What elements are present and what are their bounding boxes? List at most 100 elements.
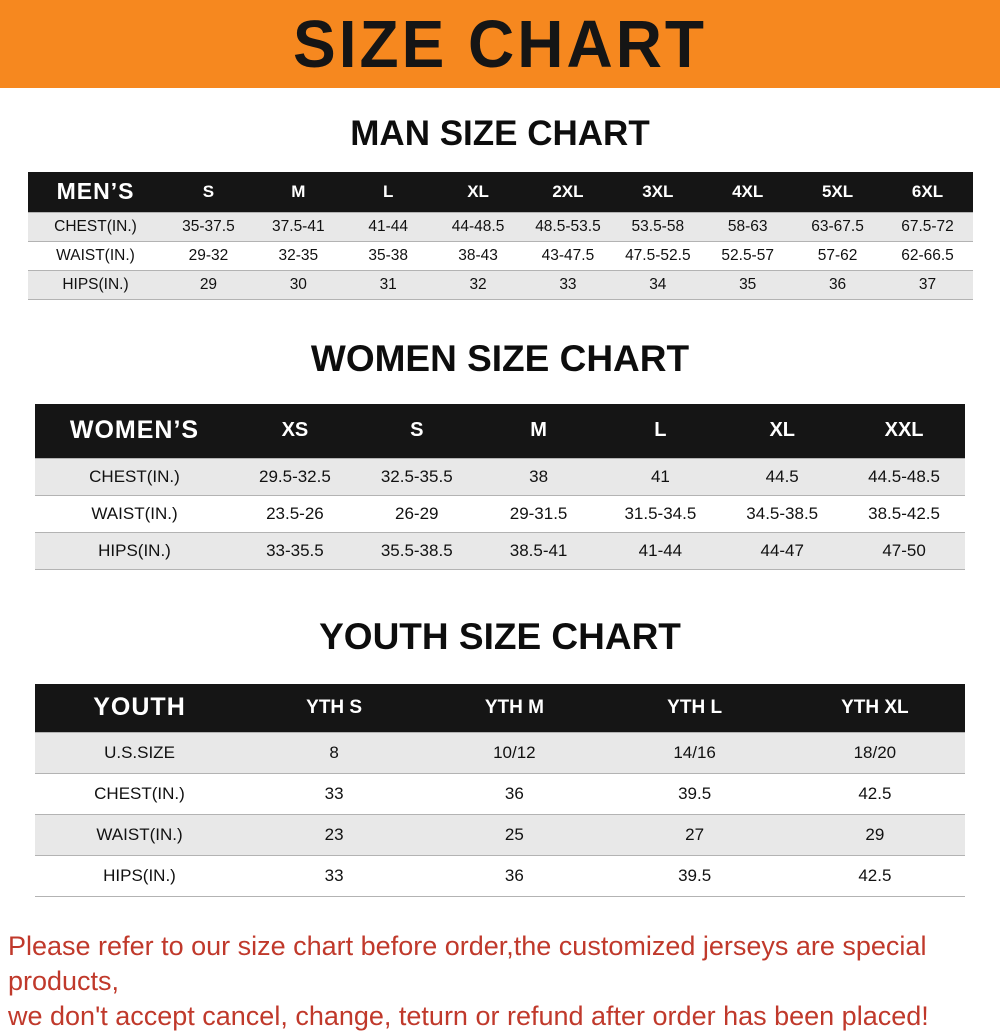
- cell-value: 25: [504, 824, 524, 844]
- cell-value: 23.5-26: [266, 504, 324, 523]
- cell-value: 31: [379, 275, 397, 293]
- table-row: CHEST(IN.) 33 36 39.5 42.5: [35, 773, 965, 814]
- cell-value: 8: [329, 742, 339, 762]
- youth-size-chart-section: YOUTH SIZE CHART YOUTH YTH S YTH M YTH L YTH…: [0, 570, 1000, 897]
- cell-value: 52.5-57: [721, 246, 774, 264]
- cell-value: 35: [739, 275, 757, 293]
- cell-value: 36: [504, 865, 524, 885]
- cell-value: 41-44: [638, 541, 683, 560]
- cell-value: 36: [504, 783, 524, 803]
- column-header: M: [477, 403, 600, 459]
- row-label: CHEST(IN.): [89, 467, 180, 486]
- cell-value: 34.5-38.5: [746, 504, 819, 523]
- column-header: 3XL: [612, 172, 703, 212]
- youth-size-table: YOUTH YTH S YTH M YTH L YTH XL U.S.SIZE 8 10/12…: [35, 684, 965, 897]
- cell-value: 18/20: [853, 742, 897, 762]
- row-label: HIPS(IN.): [62, 275, 129, 293]
- cell-value: 32: [469, 275, 487, 293]
- cell-value: 53.5-58: [631, 217, 685, 235]
- banner-title: SIZE CHART: [293, 6, 707, 82]
- cell-value: 38-43: [458, 246, 498, 264]
- cell-value: 48.5-53.5: [535, 217, 601, 235]
- cell-value: 57-62: [817, 246, 858, 264]
- cell-value: 35-37.5: [182, 217, 235, 235]
- cell-value: 42.5: [858, 865, 892, 885]
- column-header: 5XL: [792, 172, 883, 212]
- column-header: XS: [234, 403, 356, 459]
- man-size-chart-section: MAN SIZE CHART MEN’S S M L XL 2XL 3XL 4XL 5XL 6XL…: [0, 88, 1000, 300]
- cell-value: 43-47.5: [541, 246, 595, 264]
- cell-value: 30: [289, 275, 307, 293]
- cell-value: 41-44: [368, 217, 409, 235]
- column-header: XXL: [843, 403, 965, 459]
- column-header: M: [253, 172, 344, 212]
- cell-value: 44.5: [765, 467, 799, 486]
- man-section-title: MAN SIZE CHART: [350, 114, 650, 153]
- column-header: 2XL: [523, 172, 613, 212]
- women-size-chart-section: WOMEN SIZE CHART WOMEN’S XS S M L XL XXL CHEST(…: [0, 300, 1000, 571]
- disclaimer-line-2: we don't accept cancel, change, teturn o…: [8, 1000, 929, 1031]
- column-header: S: [163, 172, 254, 212]
- cell-value: 32-35: [278, 246, 319, 264]
- column-header: L: [343, 172, 434, 212]
- table-header-row: YOUTH YTH S YTH M YTH L YTH XL: [35, 684, 965, 732]
- cell-value: 34: [649, 275, 667, 293]
- table-header-row: MEN’S S M L XL 2XL 3XL 4XL 5XL 6XL: [27, 172, 973, 212]
- cell-value: 62-66.5: [901, 246, 954, 264]
- cell-value: 47.5-52.5: [625, 246, 691, 264]
- cell-value: 38: [529, 467, 549, 486]
- row-label: U.S.SIZE: [104, 742, 175, 762]
- disclaimer-line-1: Please refer to our size chart before or…: [8, 930, 927, 996]
- cell-value: 35.5-38.5: [380, 541, 453, 560]
- row-label: HIPS(IN.): [98, 541, 171, 560]
- row-label: WAIST(IN.): [56, 246, 135, 264]
- table-header-row: WOMEN’S XS S M L XL XXL: [35, 403, 965, 459]
- cell-value: 10/12: [493, 742, 536, 762]
- cell-value: 33: [324, 783, 344, 803]
- cell-value: 33: [324, 865, 344, 885]
- table-row: WAIST(IN.) 23.5-26 26-29 29-31.5 31.5-34.5 34…: [35, 495, 965, 533]
- cell-value: 39.5: [678, 783, 712, 803]
- women-size-table: WOMEN’S XS S M L XL XXL CHEST(IN.) 29.5-32.5 32.5…: [35, 403, 965, 571]
- column-header: S: [355, 403, 478, 459]
- column-header: XL: [433, 172, 523, 212]
- women-section-title: WOMEN SIZE CHART: [310, 337, 690, 379]
- column-header: XL: [721, 403, 844, 459]
- cell-value: 29: [199, 275, 218, 293]
- row-label: CHEST(IN.): [54, 217, 137, 235]
- cell-value: 39.5: [678, 865, 712, 885]
- cell-value: 41: [650, 467, 670, 486]
- table-row: WAIST(IN.) 29-32 32-35 35-38 38-43 43-47.5 47.…: [27, 241, 973, 270]
- cell-value: 29: [865, 824, 885, 844]
- table-corner-label: YOUTH: [35, 684, 244, 732]
- cell-value: 63-67.5: [811, 217, 864, 235]
- cell-value: 47-50: [882, 541, 926, 560]
- table-row: HIPS(IN.) 29 30 31 32 33 34 35 36 37: [27, 270, 973, 299]
- row-label: WAIST(IN.): [91, 504, 178, 523]
- order-disclaimer: Please refer to our size chart before or…: [0, 929, 1000, 1034]
- row-label: CHEST(IN.): [94, 783, 185, 803]
- cell-value: 33: [559, 275, 577, 293]
- row-label: WAIST(IN.): [96, 824, 183, 844]
- cell-value: 67.5-72: [901, 217, 954, 235]
- cell-value: 44.5-48.5: [868, 467, 940, 486]
- table-row: HIPS(IN.) 33-35.5 35.5-38.5 38.5-41 41-44 44-…: [35, 532, 965, 570]
- cell-value: 37.5-41: [272, 217, 325, 235]
- table-row: U.S.SIZE 8 10/12 14/16 18/20: [35, 732, 965, 773]
- cell-value: 44-48.5: [451, 217, 505, 235]
- cell-value: 26-29: [395, 504, 439, 523]
- size-chart-banner: SIZE CHART: [0, 0, 1000, 88]
- cell-value: 38.5-41: [509, 541, 568, 560]
- table-row: HIPS(IN.) 33 36 39.5 42.5: [35, 855, 965, 896]
- cell-value: 31.5-34.5: [624, 504, 697, 523]
- cell-value: 58-63: [727, 217, 768, 235]
- cell-value: 42.5: [858, 783, 892, 803]
- cell-value: 33-35.5: [266, 541, 324, 560]
- man-size-table: MEN’S S M L XL 2XL 3XL 4XL 5XL 6XL CHEST(IN.) 35-37…: [27, 172, 973, 300]
- table-corner-label: WOMEN’S: [35, 403, 234, 459]
- column-header: YTH XL: [784, 684, 965, 732]
- cell-value: 27: [685, 824, 705, 844]
- cell-value: 29-31.5: [509, 504, 568, 523]
- cell-value: 38.5-42.5: [868, 504, 940, 523]
- table-row: CHEST(IN.) 35-37.5 37.5-41 41-44 44-48.5 48.5…: [27, 212, 973, 241]
